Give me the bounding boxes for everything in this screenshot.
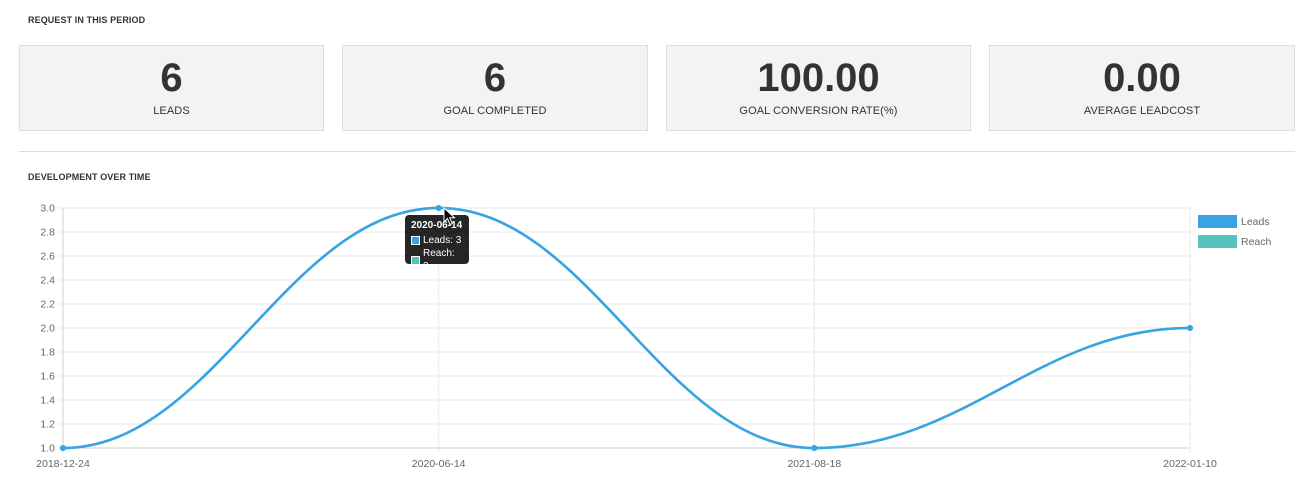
y-tick-label: 1.4 [40, 395, 55, 407]
kpi-card-leads: 6 LEADS [19, 45, 324, 131]
kpi-label: LEADS [153, 105, 190, 117]
legend-label-reach: Reach [1241, 236, 1272, 248]
section-divider [19, 151, 1295, 152]
x-tick-label: 2022-01-10 [1163, 458, 1217, 470]
y-tick-label: 2.0 [40, 323, 55, 335]
y-tick-label: 1.0 [40, 443, 55, 455]
kpi-label: AVERAGE LEADCOST [1083, 105, 1201, 117]
mouse-cursor-icon [443, 207, 456, 226]
data-point-leads [811, 445, 818, 451]
leads-swatch-icon [411, 236, 420, 245]
kpi-value: 6 [160, 56, 183, 100]
kpi-label: GOAL COMPLETED [443, 105, 547, 117]
tooltip-row-reach: Reach: 3 [411, 247, 463, 273]
legend-swatch-leads [1198, 215, 1237, 228]
y-tick-label: 2.2 [40, 299, 55, 311]
section-title-development: DEVELOPMENT OVER TIME [28, 172, 151, 182]
y-tick-label: 2.6 [40, 251, 55, 263]
series-line-leads [62, 206, 1191, 450]
tooltip-row-text: Leads: 3 [423, 235, 462, 246]
legend-label-leads: Leads [1241, 216, 1270, 228]
tooltip-row-text: Reach: 3 [423, 248, 455, 272]
kpi-card-average-leadcost: 0.00 AVERAGE LEADCOST [989, 45, 1295, 131]
y-tick-label: 2.4 [40, 275, 55, 287]
data-point-leads [435, 205, 442, 211]
kpi-card-goal-completed: 6 GOAL COMPLETED [342, 45, 648, 131]
y-tick-label: 2.8 [40, 227, 55, 239]
data-point-leads [60, 445, 66, 451]
y-tick-label: 1.2 [40, 419, 55, 431]
tooltip-title: 2020-06-14 [411, 220, 463, 231]
y-tick-label: 1.8 [40, 347, 55, 359]
x-tick-label: 2021-08-18 [787, 458, 841, 470]
reach-swatch-icon [411, 255, 420, 265]
kpi-value: 0.00 [1103, 56, 1181, 100]
kpi-label: GOAL CONVERSION RATE(%) [739, 105, 898, 117]
data-point-leads [1187, 325, 1193, 331]
y-tick-label: 3.0 [40, 203, 55, 215]
kpi-card-conversion-rate: 100.00 GOAL CONVERSION RATE(%) [666, 45, 971, 131]
kpi-value: 6 [483, 56, 507, 100]
legend-swatch-reach [1198, 235, 1237, 248]
y-tick-label: 1.6 [40, 371, 55, 383]
x-tick-label: 2018-12-24 [36, 458, 90, 470]
section-title-requests: REQUEST IN THIS PERIOD [28, 15, 146, 25]
tooltip-row-leads: Leads: 3 [411, 234, 463, 247]
kpi-value: 100.00 [757, 56, 880, 100]
chart-tooltip: 2020-06-14 Leads: 3 Reach: 3 [405, 215, 469, 272]
x-tick-label: 2020-06-14 [412, 458, 466, 470]
